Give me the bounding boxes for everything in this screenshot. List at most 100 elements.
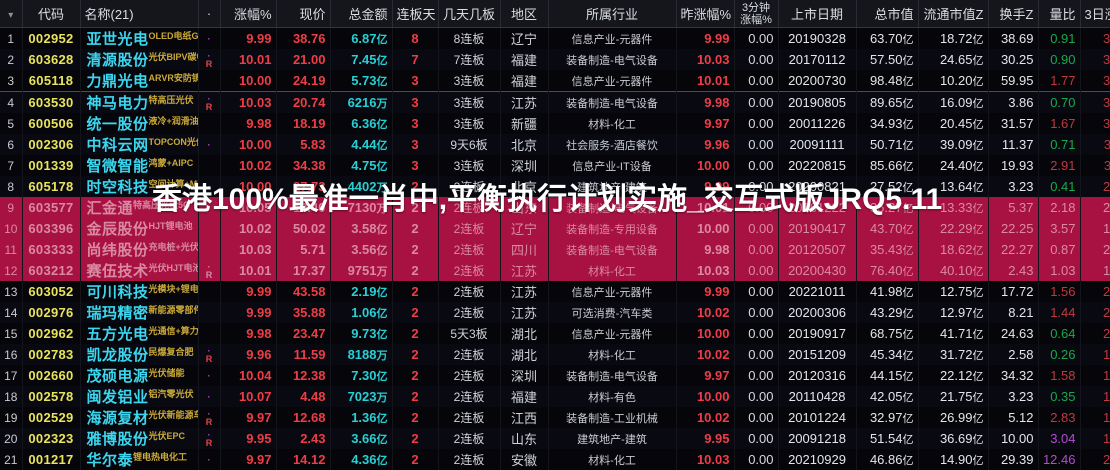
- days-boards: 2连板: [438, 428, 500, 449]
- area: 深圳: [500, 365, 548, 386]
- col-limit-days[interactable]: 连板天: [392, 0, 438, 28]
- stock-code: 001217: [22, 449, 80, 470]
- col-sort[interactable]: ▾: [0, 0, 22, 28]
- prev-change-pct: 10.01: [676, 70, 734, 92]
- col-float-cap[interactable]: 流通市值Z: [918, 0, 988, 28]
- col-market-cap[interactable]: 总市值: [856, 0, 918, 28]
- area: 江苏: [500, 302, 548, 323]
- industry: 装备制造-工业机械: [548, 407, 676, 428]
- ipo-date: 20120316: [778, 365, 856, 386]
- ipo-date: 20110428: [778, 386, 856, 407]
- row-index: 16: [0, 344, 22, 365]
- stock-concept-tag: 特高压光伏: [149, 95, 194, 105]
- market-cap-unit: 亿: [903, 140, 914, 152]
- industry: 社会服务-酒店餐饮: [548, 134, 676, 155]
- row-index: 18: [0, 386, 22, 407]
- row-marker: ·R: [198, 92, 220, 114]
- volume-ratio: 0.87: [1038, 239, 1080, 260]
- col-volume-ratio[interactable]: 量比: [1038, 0, 1080, 28]
- amount-unit: 亿: [377, 287, 388, 299]
- stock-concept-tag: OLED电纸GaN: [149, 31, 198, 41]
- table-row[interactable]: 3605118力鼎光电ARVR安防镜头10.0024.195.73亿33连板福建…: [0, 70, 1110, 92]
- market-cap-unit: 亿: [903, 266, 914, 278]
- col-change-pct[interactable]: 涨幅%: [220, 0, 276, 28]
- r-flag-icon: R: [203, 418, 216, 426]
- float-cap-unit: 亿: [973, 455, 984, 467]
- total-amount: 8188万: [330, 344, 392, 365]
- stock-code: 002578: [22, 386, 80, 407]
- stock-name: 凯龙股份民爆复合肥: [80, 344, 198, 365]
- prev-change-pct: 9.95: [676, 428, 734, 449]
- float-cap: 20.45亿: [918, 113, 988, 134]
- col-industry[interactable]: 所属行业: [548, 0, 676, 28]
- table-body: 1002952亚世光电OLED电纸GaN·9.9938.766.87亿88连板辽…: [0, 28, 1110, 470]
- ipo-date: 20210929: [778, 449, 856, 470]
- table-row[interactable]: 6002306中科云网TOPCON光伏·10.005.834.44亿39天6板北…: [0, 134, 1110, 155]
- three-day-change-pct: 24.84: [1080, 323, 1110, 344]
- float-cap: 26.99亿: [918, 407, 988, 428]
- col-amount[interactable]: 总金额: [330, 0, 392, 28]
- total-amount: 7.30亿: [330, 365, 392, 386]
- float-cap-unit: 亿: [973, 34, 984, 46]
- ipo-date: 20170112: [778, 49, 856, 70]
- col-3day-change-pct[interactable]: 3日涨幅%: [1080, 0, 1110, 28]
- market-cap: 68.75亿: [856, 323, 918, 344]
- stock-name-label: 力鼎光电: [87, 73, 149, 90]
- col-ipo-date[interactable]: 上市日期: [778, 0, 856, 28]
- prev-change-pct: 10.00: [676, 386, 734, 407]
- area: 福建: [500, 70, 548, 92]
- stock-name-label: 可川科技: [87, 284, 149, 301]
- prev-change-pct: 10.00: [676, 323, 734, 344]
- market-cap: 44.15亿: [856, 365, 918, 386]
- float-cap-unit: 亿: [973, 76, 984, 88]
- turnover-rate: 11.37: [988, 134, 1038, 155]
- stock-concept-tag: 光伏HJT电池: [149, 263, 198, 273]
- days-boards: 3连板: [438, 92, 500, 114]
- col-3min-change-pct[interactable]: 3分钟 涨幅%: [734, 0, 778, 28]
- ipo-date: 20120507: [778, 239, 856, 260]
- change-pct: 9.96: [220, 344, 276, 365]
- col-turnover[interactable]: 换手Z: [988, 0, 1038, 28]
- market-cap-unit: 亿: [903, 245, 914, 257]
- days-boards: 2连板: [438, 449, 500, 470]
- ipo-date: 20200730: [778, 70, 856, 92]
- col-price[interactable]: 现价: [276, 0, 330, 28]
- col-days-boards[interactable]: 几天几板: [438, 0, 500, 28]
- row-index: 19: [0, 407, 22, 428]
- three-min-change-pct: 0.00: [734, 239, 778, 260]
- turnover-rate: 10.00: [988, 428, 1038, 449]
- row-marker: [198, 323, 220, 344]
- table-row[interactable]: 13603052可川科技光模块+锂电池器件9.9943.582.19亿22连板江…: [0, 281, 1110, 302]
- three-day-change-pct: 33.17: [1080, 49, 1110, 70]
- float-cap: 18.72亿: [918, 28, 988, 50]
- col-code[interactable]: 代码: [22, 0, 80, 28]
- table-row[interactable]: 1002952亚世光电OLED电纸GaN·9.9938.766.87亿88连板辽…: [0, 28, 1110, 50]
- prev-change-pct: 9.98: [676, 92, 734, 114]
- stock-concept-tag: 液冷+润滑油: [149, 116, 198, 126]
- table-row[interactable]: 2603628清源股份光伏BIPV碳中·R10.0121.007.45亿77连板…: [0, 49, 1110, 70]
- three-day-change-pct: 33.12: [1080, 92, 1110, 114]
- col-mark[interactable]: ·: [198, 0, 220, 28]
- col-prev-change-pct[interactable]: 昨涨幅%: [676, 0, 734, 28]
- table-row[interactable]: 15002962五方光电光通信+算力+人工智能9.9823.479.73亿25天…: [0, 323, 1110, 344]
- limit-up-days: 2: [392, 323, 438, 344]
- ipo-date: 20151209: [778, 344, 856, 365]
- col-name[interactable]: 名称(21): [80, 0, 198, 28]
- stock-name-label: 神马电力: [87, 95, 149, 112]
- col-area[interactable]: 地区: [500, 0, 548, 28]
- current-price: 24.19: [276, 70, 330, 92]
- stock-screener-window: ▾ 代码 名称(21) · 涨幅% 现价 总金额 连板天 几天几板 地区 所属行…: [0, 0, 1110, 400]
- volume-ratio: 0.35: [1038, 386, 1080, 407]
- stock-code: 002529: [22, 407, 80, 428]
